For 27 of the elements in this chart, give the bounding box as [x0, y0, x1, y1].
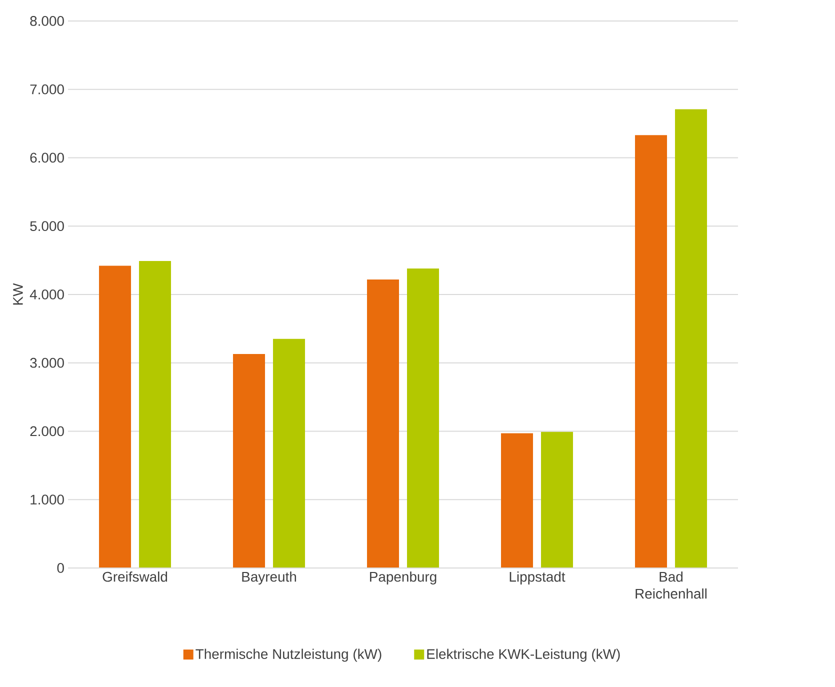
- bar: [407, 268, 440, 568]
- legend-label: Thermische Nutzleistung (kW): [196, 648, 382, 662]
- y-tick-label: 4.000: [30, 290, 64, 300]
- bar: [367, 279, 400, 568]
- bar: [233, 354, 266, 568]
- y-axis-title: KW: [13, 283, 23, 305]
- y-tick-label: 2.000: [30, 426, 64, 436]
- y-tick-label: 1.000: [30, 494, 64, 505]
- legend-label: Elektrische KWK-Leistung (kW): [427, 648, 620, 662]
- x-tick-label: Bad Reichenhall: [636, 572, 706, 599]
- y-tick-label: 3.000: [30, 358, 64, 368]
- bar: [99, 266, 132, 568]
- bar: [501, 433, 534, 568]
- x-tick-label: Papenburg: [370, 572, 436, 585]
- bar: [635, 135, 668, 568]
- y-tick-label: 7.000: [30, 84, 64, 94]
- bar: [541, 432, 574, 568]
- x-tick-label: Greifswald: [102, 572, 168, 582]
- x-tick-label: Lippstadt: [510, 572, 566, 585]
- bar: [139, 260, 172, 568]
- bar: [675, 109, 708, 568]
- bar: [273, 338, 306, 568]
- x-tick-label: Bayreuth: [242, 572, 296, 585]
- y-tick-label: 8.000: [30, 16, 64, 26]
- y-tick-label: 5.000: [30, 221, 64, 232]
- y-tick-label: 6.000: [30, 152, 64, 163]
- y-tick-label: 0: [57, 563, 64, 573]
